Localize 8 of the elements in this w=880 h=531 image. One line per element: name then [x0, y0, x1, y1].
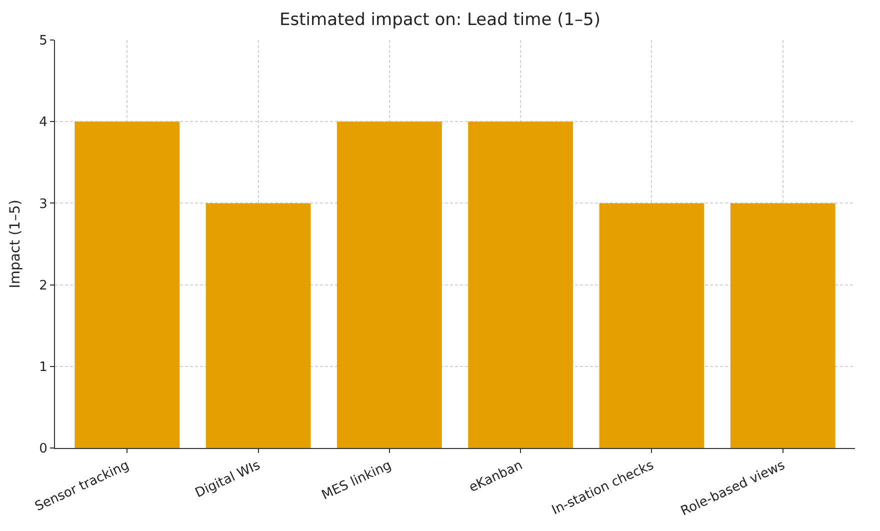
y-tick-label: 3 — [39, 196, 48, 212]
y-tick-label: 2 — [39, 278, 48, 294]
y-tick-label: 0 — [39, 442, 48, 457]
chart-title: Estimated impact on: Lead time (1–5) — [280, 10, 600, 30]
y-tick-label: 4 — [39, 115, 48, 130]
y-tick-label: 1 — [39, 360, 48, 375]
y-tick-label: 5 — [39, 34, 48, 49]
y-axis-title: Impact (1–5) — [8, 200, 24, 288]
